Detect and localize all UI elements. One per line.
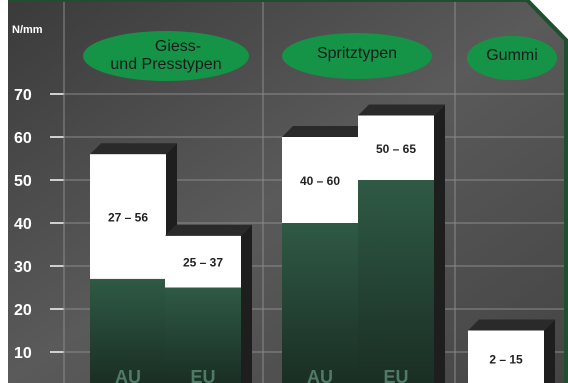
bar-category-label: EU <box>383 367 408 383</box>
bar-top <box>358 104 445 116</box>
bar-range-label: 25 – 37 <box>183 256 223 270</box>
bar-low-segment <box>358 180 434 383</box>
bar-category-label: AU <box>115 367 141 383</box>
bar-range-segment <box>282 137 358 223</box>
bar-range-segment <box>468 330 544 383</box>
y-tick-label: 60 <box>14 130 32 147</box>
group-label-text: Gummi <box>486 47 538 64</box>
group-label-oval <box>467 36 557 80</box>
bar-top <box>468 319 555 331</box>
bar-range-label: 27 – 56 <box>108 211 148 225</box>
bar-range-segment <box>90 154 166 279</box>
bar-range-segment <box>358 115 434 180</box>
y-tick-label: 50 <box>14 173 32 190</box>
bar-category-label: EU <box>190 367 215 383</box>
bar-top <box>90 143 177 155</box>
bar-range-segment <box>165 235 241 288</box>
group-label-text: Giess- <box>155 38 201 55</box>
labels: 10 20 30 40 50 60 70 27 – 56 AU 25 – 37 EU 40 – 60 A… <box>14 31 557 383</box>
group-label-oval <box>83 31 249 81</box>
group-label-oval <box>282 33 432 79</box>
bar-low-segment <box>165 287 241 383</box>
y-tick-label: 30 <box>14 259 32 276</box>
bar-top <box>282 126 369 137</box>
bar-category-label: AU <box>307 367 333 383</box>
bar-low-segment <box>90 278 166 383</box>
y-axis-unit-label: N/mm <box>12 24 43 36</box>
chart-frame <box>8 0 568 383</box>
y-tick-label: 10 <box>14 345 32 362</box>
bar-side <box>544 319 555 383</box>
bar-range-label: 2 – 15 <box>489 352 523 366</box>
bar-top <box>165 224 252 236</box>
bar-low-segment <box>282 223 358 383</box>
y-tick-label: 20 <box>14 302 32 319</box>
group-label-text: Spritztypen <box>317 45 397 62</box>
bar-side <box>241 224 252 383</box>
y-tick-label: 70 <box>14 87 32 104</box>
group-label-text: und Presstypen <box>110 56 221 73</box>
bar-range-label: 40 – 60 <box>300 174 340 188</box>
bars <box>90 104 555 383</box>
bar-range-label: 50 – 65 <box>376 142 416 156</box>
y-tick-label: 40 <box>14 216 32 233</box>
bar-side <box>434 104 445 383</box>
